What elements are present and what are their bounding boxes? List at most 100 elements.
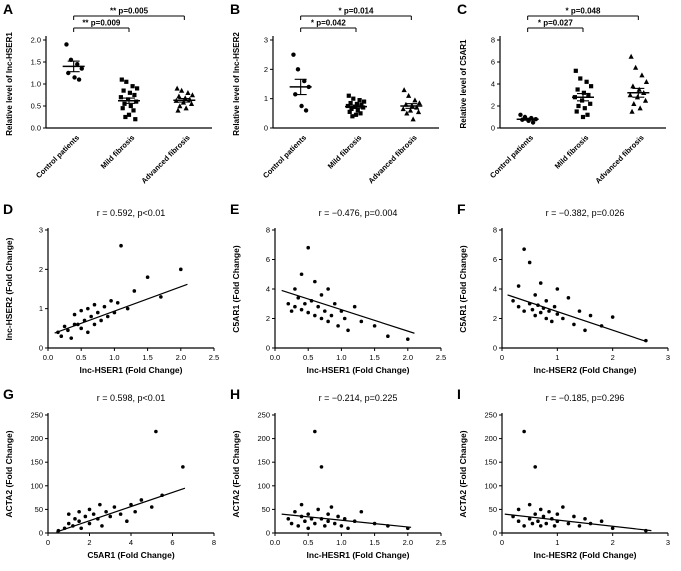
svg-text:** p=0.005: ** p=0.005 — [110, 7, 149, 16]
panel-F: F 0 1 2 3 0 2 4 6 8 lnc-HSER2 (Fold Change) C5AR1 … — [454, 200, 681, 385]
svg-text:0: 0 — [266, 344, 270, 353]
svg-text:2.5: 2.5 — [209, 353, 219, 362]
svg-text:2.0: 2.0 — [31, 36, 41, 45]
svg-text:C5AR1 (Fold Change): C5AR1 (Fold Change) — [87, 550, 175, 560]
svg-text:50: 50 — [489, 505, 497, 514]
panel-D: D 0.0 0.5 1.0 1.5 2.0 2.5 0 1 2 3 lnc-HSER1 (Fold … — [0, 200, 227, 385]
svg-text:0: 0 — [39, 344, 43, 353]
svg-text:0.5: 0.5 — [303, 353, 313, 362]
panel-letter-E: E — [230, 201, 240, 217]
svg-text:150: 150 — [30, 458, 43, 467]
svg-text:3: 3 — [264, 36, 268, 45]
svg-text:Mild fibrosis: Mild fibrosis — [99, 133, 137, 171]
panel-letter-F: F — [457, 201, 466, 217]
svg-text:r = −0.214, p=0.225: r = −0.214, p=0.225 — [319, 393, 398, 403]
svg-text:Advanced fibrosis: Advanced fibrosis — [139, 133, 191, 185]
panel-letter-C: C — [457, 1, 468, 17]
svg-text:0: 0 — [500, 538, 504, 547]
svg-text:C5AR1 (Fold Change): C5AR1 (Fold Change) — [231, 245, 241, 333]
svg-text:6: 6 — [491, 58, 495, 67]
svg-text:0: 0 — [264, 124, 268, 133]
panel-H-chart: 0.0 0.5 1.0 1.5 2.0 2.5 0 50 100 150 200 250 lnc-HES… — [231, 393, 446, 560]
svg-text:1.5: 1.5 — [369, 353, 379, 362]
svg-text:Mild fibrosis: Mild fibrosis — [553, 133, 591, 171]
svg-text:1.0: 1.0 — [336, 538, 346, 547]
svg-text:1.5: 1.5 — [31, 58, 41, 67]
panel-B: B 0 1 2 3 Relative level of lnc-HSER2 Control… — [227, 0, 454, 200]
svg-text:* p=0.027: * p=0.027 — [538, 19, 573, 28]
svg-text:2: 2 — [611, 538, 615, 547]
svg-text:50: 50 — [262, 505, 270, 514]
svg-text:8: 8 — [493, 226, 497, 235]
panel-letter-G: G — [3, 386, 14, 402]
svg-text:2: 2 — [493, 314, 497, 323]
svg-text:6: 6 — [170, 538, 174, 547]
svg-text:6: 6 — [493, 255, 497, 264]
svg-text:8: 8 — [212, 538, 216, 547]
panel-C-chart: 0 2 4 6 8 Relative level of C5AR1 Control pati… — [459, 7, 666, 185]
svg-text:1.0: 1.0 — [109, 353, 119, 362]
svg-text:2.0: 2.0 — [403, 353, 413, 362]
svg-text:2: 2 — [266, 314, 270, 323]
svg-text:lnc-HSER2 (Fold Change): lnc-HSER2 (Fold Change) — [534, 365, 637, 375]
panel-letter-D: D — [3, 201, 14, 217]
panel-B-chart: 0 1 2 3 Relative level of lnc-HSER2 Control p… — [232, 7, 439, 185]
svg-text:0.5: 0.5 — [31, 102, 41, 111]
svg-text:lnc-HESR1 (Fold Change): lnc-HESR1 (Fold Change) — [307, 550, 410, 560]
svg-text:Mild fibrosis: Mild fibrosis — [326, 133, 364, 171]
svg-text:lnc-HSER1 (Fold Change): lnc-HSER1 (Fold Change) — [307, 365, 410, 375]
svg-text:1.5: 1.5 — [369, 538, 379, 547]
svg-text:* p=0.042: * p=0.042 — [311, 19, 346, 28]
svg-text:4: 4 — [493, 285, 497, 294]
panel-E: E 0.0 0.5 1.0 1.5 2.0 2.5 0 2 4 6 8 lnc-HSER1 (Fold… — [227, 200, 454, 385]
svg-text:50: 50 — [35, 505, 43, 514]
panel-G: G 0 2 4 6 8 0 50 100 150 200 250 C5AR1 (Fold Change… — [0, 385, 227, 571]
panel-A: A 0.0 0.5 1.0 1.5 2.0 Relative level of lnc-H… — [0, 0, 227, 200]
panel-H: H 0.0 0.5 1.0 1.5 2.0 2.5 0 50 100 150 200 250 lnc-H… — [227, 385, 454, 571]
svg-text:r = −0.476, p=0.004: r = −0.476, p=0.004 — [319, 208, 398, 218]
svg-text:r = 0.598, p<0.01: r = 0.598, p<0.01 — [97, 393, 166, 403]
svg-text:1.0: 1.0 — [336, 353, 346, 362]
svg-text:6: 6 — [266, 255, 270, 264]
panel-I-chart: 0 1 2 3 0 50 100 150 200 250 lnc-HESR2 (Fold Chang… — [458, 393, 670, 560]
svg-text:1: 1 — [555, 538, 559, 547]
panel-A-chart: 0.0 0.5 1.0 1.5 2.0 Relative level of lnc-HSE… — [5, 7, 212, 185]
svg-text:0: 0 — [493, 529, 497, 538]
svg-text:8: 8 — [266, 226, 270, 235]
svg-text:Control patients: Control patients — [261, 133, 308, 180]
svg-text:2: 2 — [87, 538, 91, 547]
svg-text:** p=0.009: ** p=0.009 — [82, 19, 121, 28]
svg-text:0: 0 — [266, 529, 270, 538]
svg-text:0.0: 0.0 — [31, 124, 41, 133]
panel-letter-I: I — [457, 386, 461, 402]
svg-text:Advanced fibrosis: Advanced fibrosis — [593, 133, 645, 185]
svg-text:100: 100 — [30, 481, 43, 490]
svg-text:ACTA2 (Fold Change): ACTA2 (Fold Change) — [231, 430, 241, 517]
svg-text:ACTA2 (Fold Change): ACTA2 (Fold Change) — [458, 430, 468, 517]
svg-text:lnc-HSER1 (Fold Change): lnc-HSER1 (Fold Change) — [80, 365, 183, 375]
svg-text:Relative level of lnc-HSER1: Relative level of lnc-HSER1 — [5, 32, 14, 136]
svg-text:200: 200 — [257, 434, 270, 443]
svg-text:2.5: 2.5 — [436, 538, 446, 547]
svg-text:1: 1 — [264, 94, 268, 103]
panel-D-chart: 0.0 0.5 1.0 1.5 2.0 2.5 0 1 2 3 lnc-HSER1 (Fold Ch… — [4, 208, 219, 375]
panel-letter-H: H — [230, 386, 241, 402]
svg-text:r = −0.382, p=0.026: r = −0.382, p=0.026 — [546, 208, 625, 218]
svg-text:2: 2 — [611, 353, 615, 362]
svg-text:Relative level of lnc-HSER2: Relative level of lnc-HSER2 — [232, 32, 241, 136]
svg-text:lnc-HESR2 (Fold Change): lnc-HESR2 (Fold Change) — [534, 550, 637, 560]
svg-text:2: 2 — [491, 102, 495, 111]
svg-text:8: 8 — [491, 36, 495, 45]
panel-C: C 0 2 4 6 8 Relative level of C5AR1 Control pa… — [454, 0, 681, 200]
svg-text:2: 2 — [39, 265, 43, 274]
svg-text:* p=0.048: * p=0.048 — [566, 7, 601, 16]
svg-text:Relative level of C5AR1: Relative level of C5AR1 — [459, 39, 468, 128]
panel-letter-B: B — [230, 1, 241, 17]
svg-text:2.0: 2.0 — [176, 353, 186, 362]
svg-text:2.0: 2.0 — [403, 538, 413, 547]
svg-text:1: 1 — [555, 353, 559, 362]
svg-text:250: 250 — [257, 411, 270, 420]
panel-E-chart: 0.0 0.5 1.0 1.5 2.0 2.5 0 2 4 6 8 lnc-HSER1 (Fold C… — [231, 208, 446, 375]
panel-G-chart: 0 2 4 6 8 0 50 100 150 200 250 C5AR1 (Fold Change) A… — [4, 393, 216, 560]
